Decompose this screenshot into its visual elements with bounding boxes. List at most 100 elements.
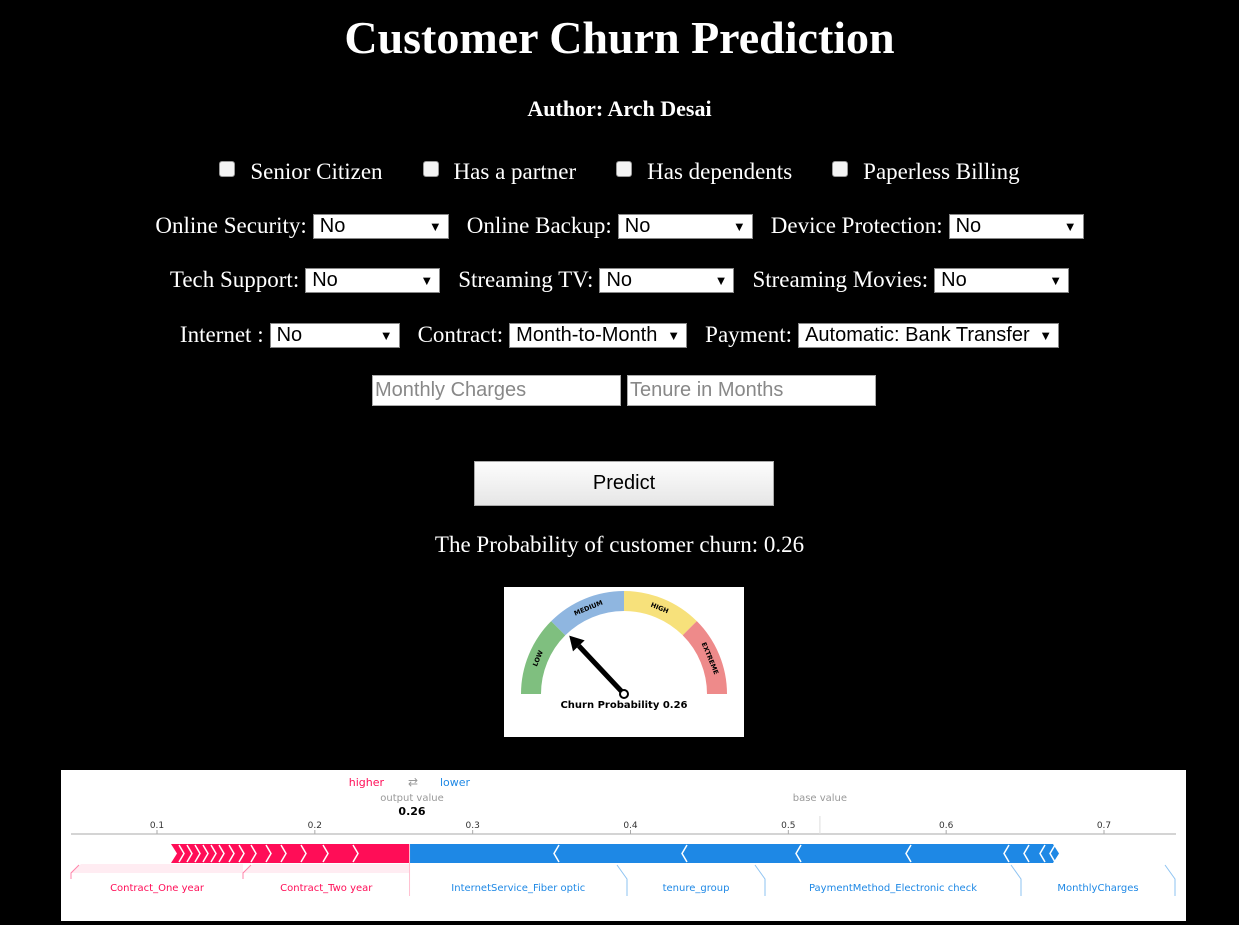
tenure-input[interactable]: Tenure in Months [627, 375, 876, 406]
feature-label-positive: Contract_One year [110, 883, 205, 894]
gauge-caption: Churn Probability 0.26 [560, 700, 687, 711]
lower-label: lower [440, 776, 471, 789]
author-line: Author: Arch Desai [527, 96, 712, 121]
select-row-2: Tech Support: No ▼ Streaming TV: No ▼ St… [0, 265, 1239, 295]
force-chevron [186, 844, 193, 863]
axis-tick-label: 0.6 [939, 821, 954, 831]
select-value: No [312, 268, 338, 291]
base-value-label: base value [793, 793, 847, 804]
streaming-tv-select[interactable]: No ▼ [599, 267, 735, 293]
select-value: No [276, 323, 303, 346]
online-backup-label: Online Backup: [466, 213, 612, 238]
dropdown-arrow-icon: ▼ [420, 272, 434, 288]
gauge-needle-pivot [619, 689, 629, 699]
feature-bracket [70, 864, 80, 879]
feature-bracket [754, 864, 766, 896]
predict-button[interactable]: Predict [474, 461, 774, 506]
streaming-tv-label: Streaming TV: [458, 267, 594, 292]
axis-tick-label: 0.7 [1097, 821, 1111, 831]
gauge-segment-extreme [682, 621, 727, 694]
force-chevron [1049, 844, 1056, 863]
payment-select[interactable]: Automatic: Bank Transfer ▼ [798, 322, 1060, 348]
streaming-movies-select[interactable]: No ▼ [934, 267, 1070, 293]
dropdown-arrow-icon: ▼ [667, 327, 681, 343]
feature-bracket-fill [243, 864, 410, 873]
device-protection-label: Device Protection: [770, 213, 943, 238]
online-security-field: Online Security: No ▼ [155, 213, 449, 239]
axis-tick-label: 0.2 [308, 821, 322, 831]
force-chevron [178, 844, 185, 863]
checkbox-row: Senior Citizen Has a partner Has depende… [0, 157, 1239, 187]
feature-label-positive: Contract_Two year [280, 883, 373, 894]
dropdown-arrow-icon: ▼ [1039, 327, 1053, 343]
force-plot-svg: higher ⇄ lower output value 0.26 base va… [70, 775, 1176, 896]
force-chevron [352, 844, 359, 863]
shap-force-plot: higher ⇄ lower output value 0.26 base va… [61, 770, 1186, 921]
online-backup-field: Online Backup: No ▼ [467, 213, 753, 239]
feature-label-negative: PaymentMethod_Electronic check [809, 883, 977, 894]
online-security-select[interactable]: No ▼ [312, 213, 449, 239]
select-value: No [955, 214, 982, 237]
checkbox-box[interactable] [219, 161, 236, 177]
device-protection-select[interactable]: No ▼ [948, 213, 1084, 239]
axis-tick-label: 0.4 [623, 821, 638, 831]
contract-label: Contract: [417, 322, 504, 347]
feature-label-negative: MonthlyCharges [1057, 883, 1138, 894]
contract-field: Contract: Month-to-Month ▼ [418, 322, 688, 348]
online-security-label: Online Security: [155, 213, 307, 238]
dropdown-arrow-icon: ▼ [1049, 272, 1063, 288]
streaming-movies-field: Streaming Movies: No ▼ [752, 267, 1070, 293]
feature-bracket [1164, 864, 1176, 896]
payment-label: Payment: [705, 322, 793, 347]
checkbox-box[interactable] [616, 161, 633, 177]
streaming-movies-label: Streaming Movies: [752, 267, 929, 292]
tech-support-field: Tech Support: No ▼ [170, 267, 441, 293]
dependents-checkbox[interactable]: Has dependents [616, 159, 792, 185]
gauge-segment-high [624, 591, 697, 636]
dropdown-arrow-icon: ▼ [714, 272, 728, 288]
force-chevron [681, 844, 688, 863]
checkbox-box[interactable] [422, 161, 439, 177]
force-chevron [228, 844, 235, 863]
online-backup-select[interactable]: No ▼ [617, 213, 753, 239]
feature-bracket [616, 864, 628, 896]
tech-support-select[interactable]: No ▼ [305, 267, 441, 293]
partner-checkbox[interactable]: Has a partner [422, 159, 577, 185]
select-value: No [941, 268, 967, 291]
internet-select[interactable]: No ▼ [269, 322, 400, 348]
feature-label-negative: InternetService_Fiber optic [451, 883, 585, 894]
monthly-charges-input[interactable]: Monthly Charges [372, 375, 621, 406]
paperless-billing-checkbox[interactable]: Paperless Billing [832, 159, 1020, 185]
gauge-needle [576, 644, 626, 696]
churn-probability-result: The Probability of customer churn: 0.26 [434, 532, 805, 557]
force-chevron [1039, 844, 1046, 863]
select-value: No [606, 268, 633, 291]
force-chevron [322, 844, 329, 863]
feature-bracket [242, 864, 252, 879]
internet-label: Internet : [179, 322, 264, 347]
select-value: No [624, 214, 651, 237]
streaming-tv-field: Streaming TV: No ▼ [458, 267, 735, 293]
gauge-segment-low [521, 621, 566, 694]
select-row-1: Online Security: No ▼ Online Backup: No … [0, 211, 1239, 241]
contract-select[interactable]: Month-to-Month ▼ [509, 322, 688, 348]
dropdown-arrow-icon: ▼ [732, 218, 746, 234]
force-chevron [238, 844, 245, 863]
force-chevron [194, 844, 201, 863]
swap-icon: ⇄ [408, 775, 418, 789]
select-value: No [319, 214, 346, 237]
force-chevron [1003, 844, 1010, 863]
checkbox-label: Has a partner [453, 159, 577, 184]
force-chevron [553, 844, 560, 863]
select-value: Automatic: Bank Transfer [805, 323, 1030, 346]
axis-tick-label: 0.1 [150, 821, 164, 831]
force-chevron [210, 844, 217, 863]
select-value: Month-to-Month [516, 323, 658, 346]
output-value: 0.26 [398, 805, 425, 818]
checkbox-box[interactable] [832, 161, 849, 177]
senior-citizen-checkbox[interactable]: Senior Citizen [219, 159, 383, 185]
payment-field: Payment: Automatic: Bank Transfer ▼ [705, 322, 1060, 348]
output-value-label: output value [380, 793, 443, 804]
negative-force-bar [409, 844, 1059, 863]
